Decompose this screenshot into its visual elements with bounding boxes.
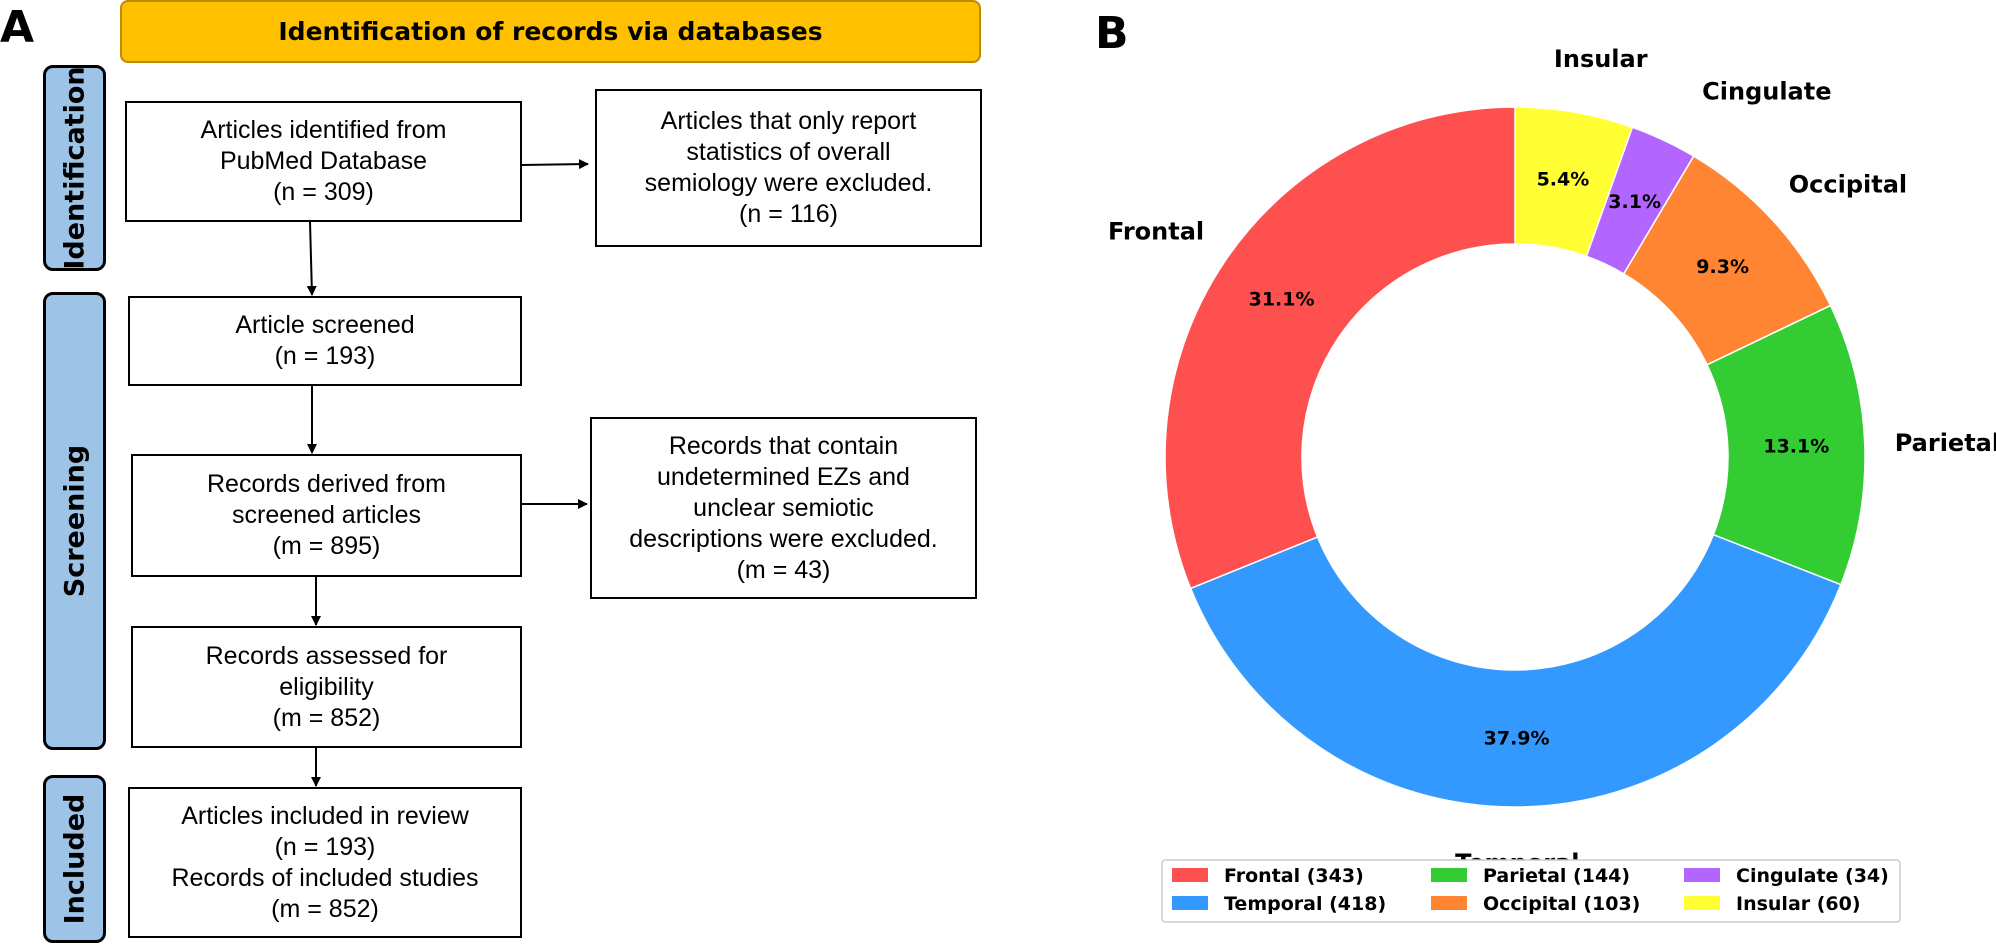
legend-swatch-temporal bbox=[1172, 896, 1208, 910]
legend-swatch-insular bbox=[1684, 896, 1720, 910]
box-screened: Article screened (n = 193) bbox=[128, 296, 522, 386]
arrow-identified-to-excluded bbox=[520, 159, 589, 170]
legend-swatch-cingulate bbox=[1684, 868, 1720, 882]
legend-swatch-occipital bbox=[1431, 896, 1467, 910]
donut-percent-temporal: 37.9% bbox=[1484, 727, 1550, 749]
donut-percent-insular: 5.4% bbox=[1537, 169, 1590, 191]
box-excluded-overall: Articles that only report statistics of … bbox=[595, 89, 982, 247]
box-excluded-undetermined: Records that contain undetermined EZs an… bbox=[590, 417, 977, 599]
legend-swatch-parietal bbox=[1431, 868, 1467, 882]
arrow-identified-to-screened bbox=[306, 221, 317, 296]
donut-label-insular: Insular bbox=[1554, 45, 1648, 73]
stage-identification: Identification bbox=[43, 65, 106, 271]
legend-label-parietal: Parietal (144) bbox=[1483, 865, 1630, 887]
legend-label-temporal: Temporal (418) bbox=[1224, 893, 1386, 915]
donut-label-parietal: Parietal bbox=[1895, 429, 1996, 457]
donut-slice-temporal bbox=[1189, 533, 1842, 808]
donut-label-frontal: Frontal bbox=[1108, 218, 1204, 246]
stage-screening: Screening bbox=[43, 292, 106, 750]
box-assessed: Records assessed for eligibility (m = 85… bbox=[131, 626, 522, 748]
donut-percent-cingulate: 3.1% bbox=[1608, 191, 1661, 213]
panel-b-letter: B bbox=[1095, 8, 1129, 59]
donut-percent-parietal: 13.1% bbox=[1763, 436, 1829, 458]
legend-swatch-frontal bbox=[1172, 868, 1208, 882]
panel-a-letter: A bbox=[0, 2, 35, 53]
donut-percent-occipital: 9.3% bbox=[1696, 256, 1749, 278]
flow-header: Identification of records via databases bbox=[120, 0, 981, 63]
stage-included: Included bbox=[43, 775, 106, 943]
box-included: Articles included in review (n = 193) Re… bbox=[128, 787, 522, 938]
donut-slice-frontal bbox=[1164, 106, 1516, 590]
legend-label-frontal: Frontal (343) bbox=[1224, 865, 1364, 887]
donut-percent-frontal: 31.1% bbox=[1249, 289, 1315, 311]
donut-label-cingulate: Cingulate bbox=[1702, 77, 1831, 105]
donut-label-occipital: Occipital bbox=[1789, 171, 1907, 199]
box-identified: Articles identified from PubMed Database… bbox=[125, 101, 522, 222]
legend-label-occipital: Occipital (103) bbox=[1483, 893, 1640, 915]
legend-label-insular: Insular (60) bbox=[1736, 893, 1861, 915]
legend-label-cingulate: Cingulate (34) bbox=[1736, 865, 1889, 887]
box-derived: Records derived from screened articles (… bbox=[131, 454, 522, 577]
